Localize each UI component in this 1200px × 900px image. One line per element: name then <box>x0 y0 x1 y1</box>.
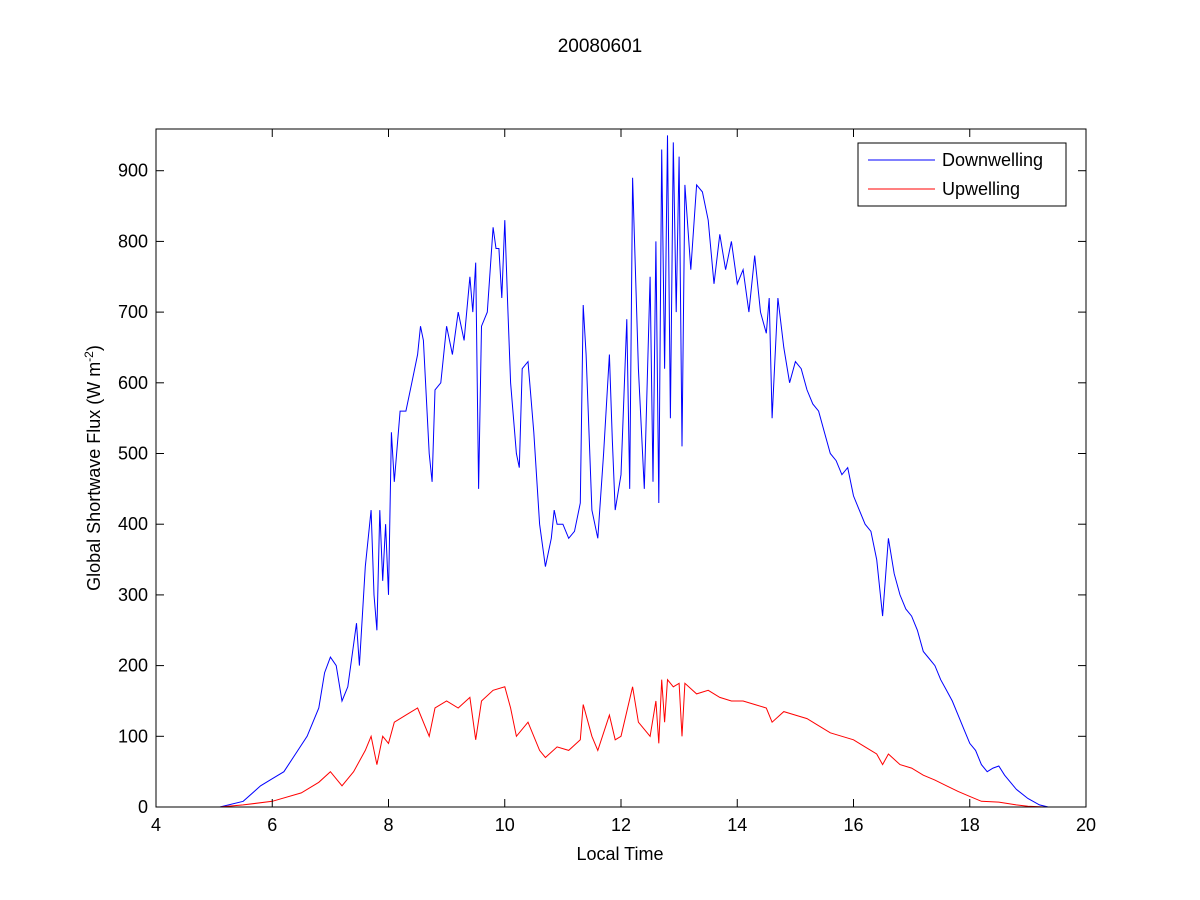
x-tick-label: 4 <box>151 815 161 835</box>
series-line-downwelling <box>219 135 1049 808</box>
chart-title: 20080601 <box>558 36 643 57</box>
y-tick-label: 0 <box>138 797 148 817</box>
x-tick-label: 14 <box>727 815 747 835</box>
legend-box <box>857 142 1067 207</box>
y-tick-label: 900 <box>118 161 148 181</box>
x-tick-label: 6 <box>267 815 277 835</box>
y-axis-label-main: Global Shortwave Flux (W m <box>84 362 104 591</box>
x-tick-label: 8 <box>383 815 393 835</box>
legend: Downwelling Upwelling <box>857 142 1067 207</box>
x-tick-label: 20 <box>1076 815 1096 835</box>
y-tick-label: 600 <box>118 373 148 393</box>
x-axis-label: Local Time <box>576 844 663 864</box>
x-tick-label: 12 <box>611 815 631 835</box>
legend-label-upwelling: Upwelling <box>942 179 1020 199</box>
x-tick-label: 16 <box>843 815 863 835</box>
y-tick-label: 500 <box>118 444 148 464</box>
y-axis-label-close: ) <box>84 345 104 351</box>
legend-label-downwelling: Downwelling <box>942 150 1043 170</box>
y-tick-label: 200 <box>118 656 148 676</box>
x-tick-label: 10 <box>495 815 515 835</box>
y-axis-label-superscript: -2 <box>82 351 96 362</box>
x-tick-label: 18 <box>960 815 980 835</box>
y-axis-label: Global Shortwave Flux (W m-2) <box>82 345 104 591</box>
y-tick-label: 400 <box>118 514 148 534</box>
y-tick-label: 300 <box>118 585 148 605</box>
y-tick-label: 800 <box>118 231 148 251</box>
y-tick-label: 700 <box>118 302 148 322</box>
y-tick-label: 100 <box>118 726 148 746</box>
series-line-upwelling <box>219 678 1046 808</box>
